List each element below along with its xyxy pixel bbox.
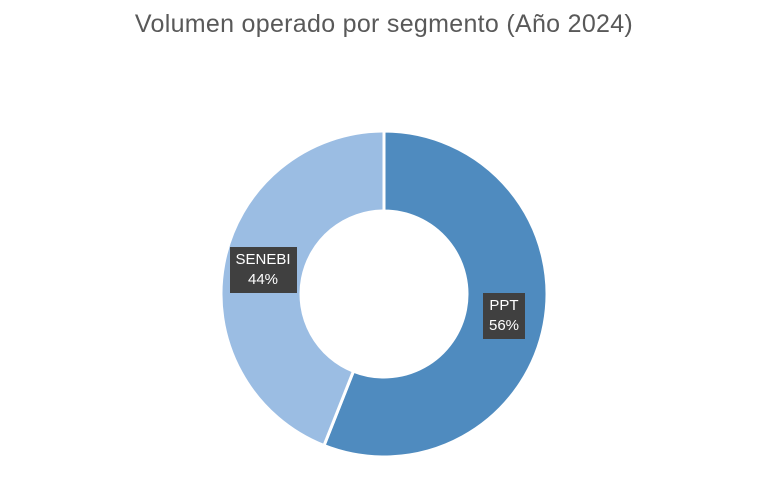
data-label-category: PPT (489, 297, 519, 314)
data-label-ppt: PPT 56% (483, 293, 526, 339)
data-label-senebi: SENEBI 44% (229, 247, 297, 293)
donut-slice-ppt (322, 129, 549, 459)
data-label-value: 56% (489, 317, 520, 334)
data-label-value: 44% (248, 271, 279, 288)
data-label-category: SENEBI (235, 251, 291, 268)
chart-title: Volumen operado por segmento (Año 2024) (134, 10, 634, 38)
donut-slice-senebi (219, 129, 386, 448)
